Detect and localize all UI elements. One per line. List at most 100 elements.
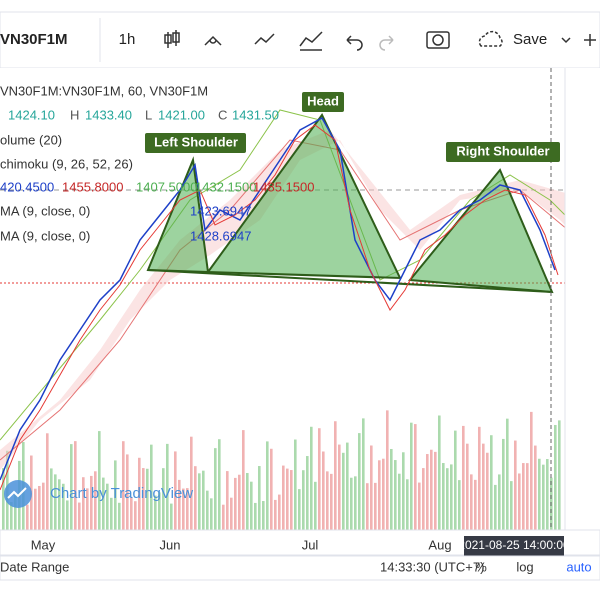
time-label: Aug [428, 537, 451, 552]
time-label: Jul [302, 537, 319, 552]
legend-volume: olume (20) [0, 132, 62, 147]
volume-bar [438, 415, 441, 530]
volume-bar [370, 445, 373, 530]
volume-bar [226, 471, 229, 530]
volume-bar [58, 479, 61, 530]
volume-bar [190, 436, 193, 530]
volume-bar [2, 468, 5, 530]
volume-bar [498, 474, 501, 530]
volume-bar [546, 459, 549, 530]
volume-bar [14, 494, 17, 530]
volume-bar [270, 448, 273, 530]
volume-bar [366, 483, 369, 530]
volume-bar [250, 481, 253, 530]
volume-bar [470, 474, 473, 530]
volume-bar [486, 452, 489, 530]
clock[interactable]: 14:33:30 (UTC+7) [380, 559, 484, 574]
volume-bar [434, 451, 437, 530]
watermark-icon [7, 487, 27, 499]
ohlc-value: 1433.40 [85, 107, 132, 122]
volume-bar [466, 443, 469, 530]
volume-bar [246, 473, 249, 530]
volume-bar [54, 474, 57, 530]
volume-bar [118, 502, 121, 530]
volume-bar [302, 470, 305, 530]
volume-bar [478, 426, 481, 530]
ichimoku-value: 1407.5000 [136, 179, 197, 194]
volume-bar [446, 468, 449, 530]
volume-bar [530, 411, 533, 530]
ichimoku-value: 420.4500 [0, 179, 54, 194]
left-shoulder-label: Left Shoulder [154, 134, 238, 149]
volume-bar [70, 444, 73, 530]
volume-bar [514, 440, 517, 530]
volume-bar [78, 502, 81, 530]
time-label: May [31, 537, 56, 552]
volume-bar [274, 499, 277, 530]
volume-bar [474, 479, 477, 530]
volume-bar [202, 470, 205, 530]
auto-toggle[interactable]: auto [566, 559, 591, 574]
volume-bar [278, 494, 281, 530]
interval[interactable]: 1h [119, 31, 136, 48]
bottom-bar [0, 555, 600, 581]
percent-toggle[interactable]: % [475, 559, 487, 574]
symbol[interactable]: VN30F1M [0, 31, 68, 48]
volume-bar [186, 488, 189, 530]
volume-bar [414, 424, 417, 530]
volume-bar [378, 460, 381, 530]
volume-bar [150, 444, 153, 530]
label-box [446, 142, 560, 162]
volume-bar [426, 454, 429, 530]
volume-bar [98, 431, 101, 530]
ohlc-value: 1421.00 [158, 107, 205, 122]
volume-bar [502, 438, 505, 530]
volume-bar [162, 468, 165, 530]
volume-bar [134, 501, 137, 530]
volume-bar [210, 498, 213, 530]
ichimoku-value: 1455.8000 [62, 179, 123, 194]
crosshair-box [464, 536, 564, 556]
volume-bar [66, 500, 69, 530]
base-line [0, 124, 559, 491]
volume-bar [178, 479, 181, 530]
volume-bar [490, 435, 493, 530]
save-button[interactable]: Save [513, 31, 547, 48]
legend-ma2-value: 1428.6947 [190, 228, 251, 243]
volume-bar [522, 463, 525, 530]
volume-bar [350, 477, 353, 530]
volume-bar [518, 473, 521, 530]
volume-bar [38, 485, 41, 530]
volume-bar [526, 463, 529, 530]
volume-bar [262, 501, 265, 530]
log-toggle[interactable]: log [516, 559, 533, 574]
price-axis [565, 68, 600, 530]
pattern [146, 113, 554, 294]
volume-bar [458, 480, 461, 530]
volume-bar [146, 468, 149, 530]
volume-bar [138, 457, 141, 530]
volume-bar [266, 441, 269, 530]
legend-ichimoku-values: 420.4500 1455.8000 1407.50001432.15001485.… [0, 179, 314, 194]
watermark-logo [4, 480, 32, 508]
volume-bar [110, 497, 113, 530]
toolbar-icons[interactable] [164, 30, 596, 51]
volume-bar [170, 503, 173, 530]
ichimoku-value: 1432.1500 [195, 179, 256, 194]
ohlc-value: 1424.10 [8, 107, 55, 122]
legend-ichimoku: chimoku (9, 26, 52, 26) [0, 156, 133, 171]
volume-bar [26, 504, 29, 530]
time-labels: May Jun Jul Aug [31, 537, 452, 552]
volume-bar [218, 439, 221, 530]
volume-bar [406, 479, 409, 530]
volume-bar [282, 465, 285, 530]
head-label: Head [307, 93, 339, 108]
volume-bar [290, 470, 293, 530]
volume-bar [90, 475, 93, 530]
volume-bar [154, 495, 157, 530]
date-range[interactable]: Date Range [0, 559, 69, 574]
toolbar [0, 11, 600, 69]
watermark[interactable]: Chart by TradingView [50, 485, 193, 502]
volume-bar [506, 418, 509, 530]
